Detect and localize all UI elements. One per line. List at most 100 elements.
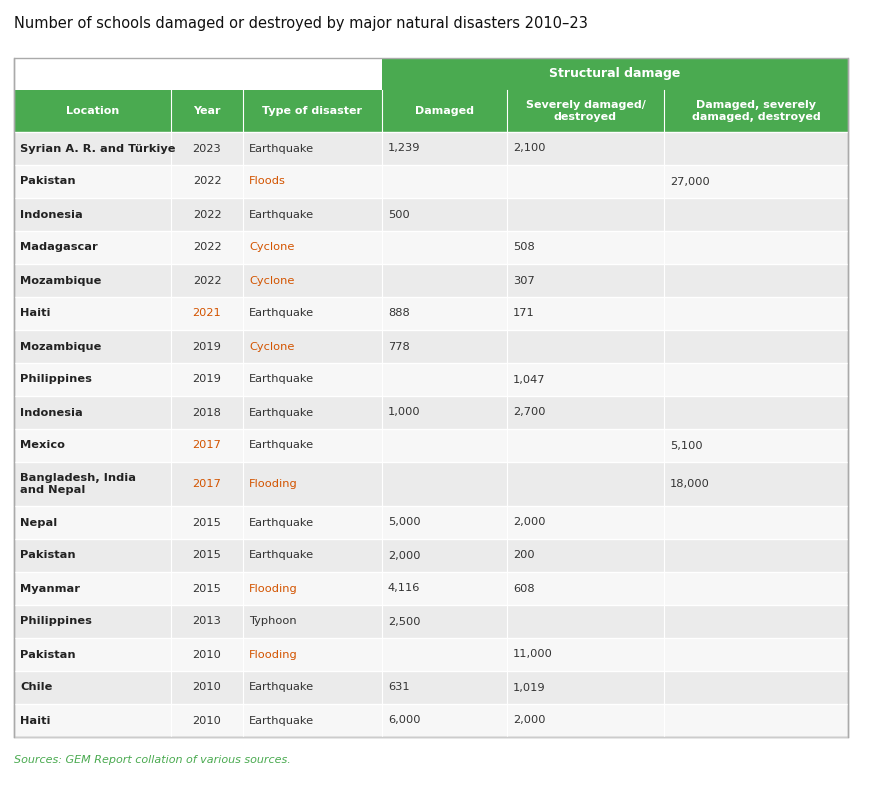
Text: 1,000: 1,000: [388, 408, 420, 417]
Bar: [14, 539, 848, 572]
Text: Mozambique: Mozambique: [20, 275, 101, 286]
Text: Year: Year: [194, 106, 220, 116]
Text: 2,100: 2,100: [513, 144, 546, 153]
Bar: [14, 572, 848, 605]
Text: Mexico: Mexico: [20, 441, 65, 450]
Text: Earthquake: Earthquake: [249, 683, 314, 692]
Text: 2023: 2023: [193, 144, 221, 153]
Text: 27,000: 27,000: [670, 177, 710, 186]
Text: Cyclone: Cyclone: [249, 275, 295, 286]
Text: Flooding: Flooding: [249, 650, 297, 659]
Text: 888: 888: [388, 308, 409, 319]
Bar: [14, 297, 848, 330]
Text: Earthquake: Earthquake: [249, 308, 314, 319]
Bar: [14, 58, 382, 90]
Text: 631: 631: [388, 683, 409, 692]
Text: Earthquake: Earthquake: [249, 408, 314, 417]
Bar: [243, 90, 382, 132]
Text: 2022: 2022: [193, 242, 221, 253]
Text: Myanmar: Myanmar: [20, 583, 80, 593]
Bar: [14, 605, 848, 638]
Text: 2017: 2017: [193, 441, 221, 450]
Bar: [171, 90, 243, 132]
Text: Sources: GEM Report collation of various sources.: Sources: GEM Report collation of various…: [14, 755, 290, 765]
Text: 307: 307: [513, 275, 535, 286]
Text: 2019: 2019: [193, 374, 221, 384]
Bar: [14, 506, 848, 539]
Text: Bangladesh, India
and Nepal: Bangladesh, India and Nepal: [20, 473, 136, 495]
Text: Flooding: Flooding: [249, 583, 297, 593]
Text: 2,700: 2,700: [513, 408, 546, 417]
Text: 200: 200: [513, 550, 535, 561]
Bar: [14, 363, 848, 396]
Text: 11,000: 11,000: [513, 650, 553, 659]
Text: Nepal: Nepal: [20, 517, 57, 528]
Text: 2015: 2015: [193, 517, 221, 528]
Bar: [14, 231, 848, 264]
Text: Madagascar: Madagascar: [20, 242, 98, 253]
Text: 2010: 2010: [193, 716, 221, 725]
Text: Damaged, severely
damaged, destroyed: Damaged, severely damaged, destroyed: [692, 100, 821, 122]
Text: 18,000: 18,000: [670, 479, 710, 489]
Text: Haiti: Haiti: [20, 716, 50, 725]
Text: Haiti: Haiti: [20, 308, 50, 319]
Text: Pakistan: Pakistan: [20, 177, 75, 186]
Bar: [664, 90, 848, 132]
Bar: [14, 58, 848, 737]
Text: 2,000: 2,000: [513, 716, 546, 725]
Text: 2010: 2010: [193, 650, 221, 659]
Bar: [14, 462, 848, 506]
Text: Floods: Floods: [249, 177, 286, 186]
Bar: [14, 90, 171, 132]
Text: 171: 171: [513, 308, 535, 319]
Text: 5,000: 5,000: [388, 517, 420, 528]
Text: 2010: 2010: [193, 683, 221, 692]
Text: 1,239: 1,239: [388, 144, 420, 153]
Bar: [14, 671, 848, 704]
Text: 5,100: 5,100: [670, 441, 702, 450]
Text: Earthquake: Earthquake: [249, 441, 314, 450]
Text: Earthquake: Earthquake: [249, 517, 314, 528]
Text: 2015: 2015: [193, 583, 221, 593]
Text: Syrian A. R. and Türkiye: Syrian A. R. and Türkiye: [20, 144, 176, 153]
Text: Cyclone: Cyclone: [249, 341, 295, 352]
Bar: [14, 198, 848, 231]
Text: Number of schools damaged or destroyed by major natural disasters 2010–23: Number of schools damaged or destroyed b…: [14, 16, 588, 31]
Text: 2,000: 2,000: [388, 550, 420, 561]
Text: 2019: 2019: [193, 341, 221, 352]
Text: Chile: Chile: [20, 683, 52, 692]
Text: 2021: 2021: [193, 308, 221, 319]
Text: Damaged: Damaged: [415, 106, 474, 116]
Text: Location: Location: [66, 106, 119, 116]
Bar: [14, 396, 848, 429]
Text: Philippines: Philippines: [20, 374, 92, 384]
Text: 778: 778: [388, 341, 409, 352]
Text: Pakistan: Pakistan: [20, 550, 75, 561]
Text: 608: 608: [513, 583, 535, 593]
Bar: [382, 58, 848, 90]
Bar: [14, 132, 848, 165]
Text: 2017: 2017: [193, 479, 221, 489]
Bar: [14, 429, 848, 462]
Text: Earthquake: Earthquake: [249, 716, 314, 725]
Text: 1,047: 1,047: [513, 374, 546, 384]
Text: Structural damage: Structural damage: [549, 68, 681, 81]
Text: 2015: 2015: [193, 550, 221, 561]
Text: 2018: 2018: [193, 408, 221, 417]
Text: 1,019: 1,019: [513, 683, 546, 692]
Text: 4,116: 4,116: [388, 583, 420, 593]
Bar: [507, 90, 664, 132]
Text: 2,500: 2,500: [388, 617, 420, 626]
Text: Earthquake: Earthquake: [249, 550, 314, 561]
Text: Typhoon: Typhoon: [249, 617, 297, 626]
Text: Earthquake: Earthquake: [249, 374, 314, 384]
Bar: [14, 704, 848, 737]
Text: 6,000: 6,000: [388, 716, 420, 725]
Text: Earthquake: Earthquake: [249, 144, 314, 153]
Text: 2022: 2022: [193, 177, 221, 186]
Text: 2022: 2022: [193, 210, 221, 220]
Text: Indonesia: Indonesia: [20, 210, 82, 220]
Text: 2022: 2022: [193, 275, 221, 286]
Text: 2013: 2013: [193, 617, 221, 626]
Bar: [382, 90, 507, 132]
